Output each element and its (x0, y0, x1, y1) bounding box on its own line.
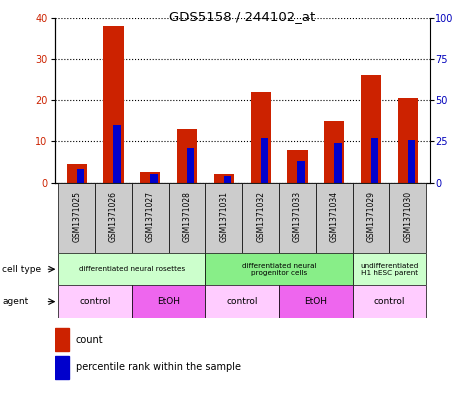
Bar (242, 183, 279, 253)
Bar (316, 183, 352, 253)
Bar (55, 356, 69, 378)
Bar (352, 183, 390, 253)
Bar (132, 183, 169, 253)
Bar (66, 164, 87, 183)
Bar (206, 285, 279, 318)
Bar (361, 75, 381, 183)
Bar (132, 285, 206, 318)
Bar (390, 183, 426, 253)
Text: control: control (79, 297, 111, 306)
Bar (206, 253, 352, 285)
Text: differentiated neural
progenitor cells: differentiated neural progenitor cells (242, 263, 316, 276)
Text: count: count (76, 335, 103, 345)
Bar (398, 98, 418, 183)
Text: GSM1371032: GSM1371032 (256, 191, 265, 242)
Bar (371, 138, 378, 183)
Bar (150, 174, 158, 183)
Bar (214, 174, 234, 183)
Bar (140, 173, 161, 183)
Text: GSM1371029: GSM1371029 (367, 191, 376, 242)
Bar (297, 161, 305, 183)
Text: GSM1371028: GSM1371028 (182, 191, 191, 242)
Bar (58, 285, 132, 318)
Bar (279, 183, 316, 253)
Bar (250, 92, 271, 183)
Bar (76, 169, 84, 183)
Text: EtOH: EtOH (157, 297, 180, 306)
Text: GDS5158 / 244102_at: GDS5158 / 244102_at (169, 10, 315, 23)
Bar (169, 183, 206, 253)
Bar (352, 253, 426, 285)
Text: undifferentiated
H1 hESC parent: undifferentiated H1 hESC parent (360, 263, 418, 276)
Text: GSM1371026: GSM1371026 (109, 191, 118, 242)
Text: GSM1371031: GSM1371031 (219, 191, 228, 242)
Text: GSM1371027: GSM1371027 (146, 191, 155, 242)
Bar (104, 26, 124, 183)
Text: GSM1371030: GSM1371030 (403, 191, 412, 242)
Bar (287, 150, 307, 183)
Text: control: control (227, 297, 258, 306)
Bar (261, 138, 268, 183)
Bar (177, 129, 197, 183)
Text: EtOH: EtOH (304, 297, 327, 306)
Text: percentile rank within the sample: percentile rank within the sample (76, 362, 241, 372)
Bar (114, 125, 121, 183)
Bar (58, 183, 95, 253)
Bar (224, 176, 231, 183)
Text: GSM1371033: GSM1371033 (293, 191, 302, 242)
Bar (324, 121, 344, 183)
Bar (55, 329, 69, 351)
Bar (408, 140, 415, 183)
Text: GSM1371034: GSM1371034 (330, 191, 339, 242)
Text: GSM1371025: GSM1371025 (72, 191, 81, 242)
Bar (206, 183, 242, 253)
Bar (352, 285, 426, 318)
Text: cell type: cell type (2, 265, 41, 274)
Text: agent: agent (2, 297, 28, 306)
Text: differentiated neural rosettes: differentiated neural rosettes (79, 266, 185, 272)
Bar (58, 253, 206, 285)
Bar (187, 148, 194, 183)
Bar (279, 285, 352, 318)
Bar (334, 143, 342, 183)
Bar (95, 183, 132, 253)
Text: control: control (374, 297, 405, 306)
